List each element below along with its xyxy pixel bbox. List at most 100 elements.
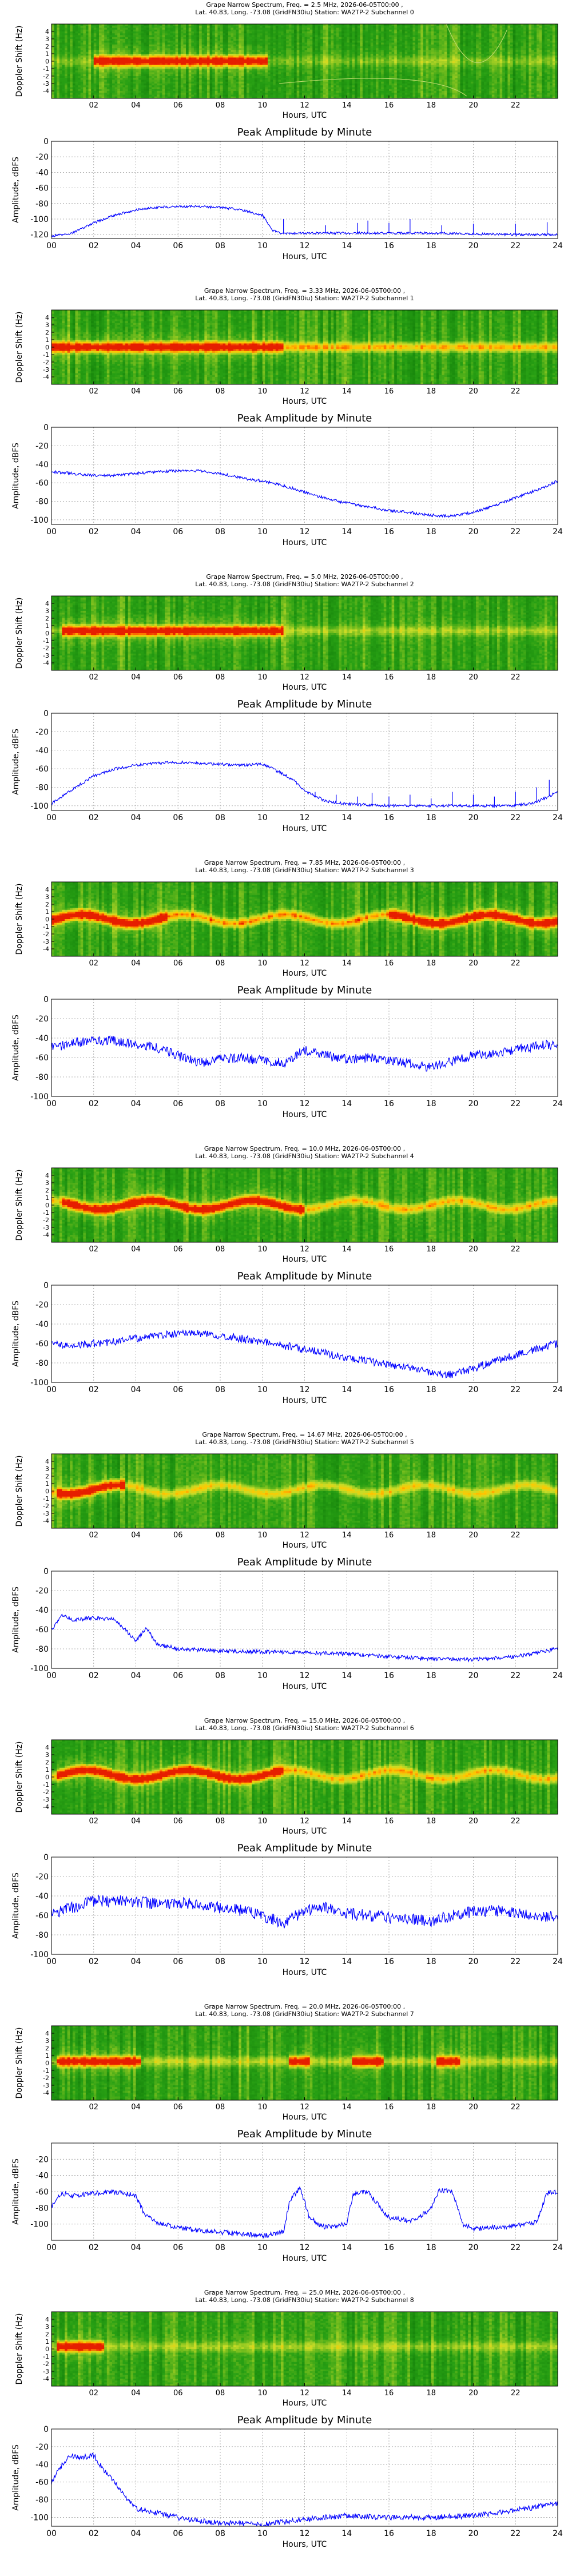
y-axis-label: Doppler Shift (Hz) bbox=[15, 2028, 24, 2099]
y-tick-label: 0 bbox=[45, 1202, 49, 1209]
y-tick-label: 2 bbox=[45, 2331, 49, 2338]
x-tick-label: 20 bbox=[468, 1671, 479, 1680]
y-tick-label: 0 bbox=[43, 137, 49, 146]
x-tick-label: 10 bbox=[257, 387, 267, 396]
x-tick-label: 04 bbox=[131, 2389, 141, 2398]
spectrogram-cells bbox=[51, 882, 558, 956]
spectrogram-16: Grape Narrow Spectrum, Freq. = 25.0 MHz,… bbox=[15, 2289, 558, 2408]
x-tick-label: 22 bbox=[510, 527, 521, 536]
x-tick-label: 22 bbox=[511, 673, 521, 682]
x-tick-label: 20 bbox=[468, 1385, 479, 1394]
x-axis-label: Hours, UTC bbox=[283, 2399, 327, 2408]
y-tick-label: -60 bbox=[35, 2478, 49, 2487]
x-tick-label: 16 bbox=[384, 1817, 394, 1826]
x-axis-label: Hours, UTC bbox=[283, 1682, 327, 1691]
amplitude-chart-title: Peak Amplitude by Minute bbox=[237, 1270, 372, 1282]
y-tick-label: 0 bbox=[43, 423, 49, 432]
y-tick-label: -20 bbox=[35, 442, 49, 451]
x-tick-label: 16 bbox=[384, 2103, 394, 2112]
x-tick-label: 10 bbox=[257, 1957, 268, 1966]
spectrum-title-line-2: Lat. 40.83, Long. -73.08 (GridFN30iu) St… bbox=[195, 295, 414, 302]
x-tick-label: 22 bbox=[510, 813, 521, 822]
x-tick-label: 04 bbox=[131, 2103, 141, 2112]
x-tick-label: 02 bbox=[89, 673, 98, 682]
x-tick-label: 10 bbox=[257, 101, 267, 110]
y-axis-label: Doppler Shift (Hz) bbox=[15, 884, 24, 955]
y-tick-label: -3 bbox=[43, 1224, 49, 1231]
x-tick-label: 02 bbox=[89, 101, 98, 110]
y-tick-label: -40 bbox=[35, 1606, 49, 1615]
y-tick-label: -20 bbox=[35, 153, 49, 162]
spectrum-title-line-1: Grape Narrow Spectrum, Freq. = 15.0 MHz,… bbox=[204, 1717, 405, 1724]
amplitude-chart-title: Peak Amplitude by Minute bbox=[237, 412, 372, 424]
x-tick-label: 16 bbox=[384, 1957, 394, 1966]
x-tick-label: 14 bbox=[342, 101, 352, 110]
amplitude-chart-title: Peak Amplitude by Minute bbox=[237, 126, 372, 138]
x-tick-label: 02 bbox=[89, 959, 98, 968]
y-tick-label: -40 bbox=[35, 1034, 49, 1043]
y-tick-label: -4 bbox=[43, 1517, 49, 1525]
x-tick-label: 14 bbox=[342, 673, 352, 682]
x-tick-label: 10 bbox=[257, 2389, 267, 2398]
x-tick-label: 00 bbox=[46, 813, 57, 822]
spectrum-title-line-1: Grape Narrow Spectrum, Freq. = 20.0 MHz,… bbox=[204, 2003, 405, 2010]
x-tick-label: 16 bbox=[384, 1671, 394, 1680]
x-tick-label: 02 bbox=[89, 1671, 99, 1680]
y-tick-label: -60 bbox=[35, 765, 49, 774]
x-tick-label: 06 bbox=[173, 1531, 183, 1540]
y-tick-label: 4 bbox=[45, 2030, 49, 2037]
y-tick-label: 4 bbox=[45, 2316, 49, 2323]
x-tick-label: 02 bbox=[89, 813, 99, 822]
y-tick-label: 4 bbox=[45, 600, 49, 607]
y-axis-label: Amplitude, dBFS bbox=[11, 2444, 21, 2511]
x-tick-label: 00 bbox=[46, 2243, 57, 2252]
x-tick-label: 06 bbox=[173, 2103, 183, 2112]
grid bbox=[51, 1857, 558, 1954]
y-tick-label: 3 bbox=[45, 2323, 49, 2331]
y-tick-label: 3 bbox=[45, 2037, 49, 2045]
x-tick-label: 16 bbox=[384, 101, 394, 110]
y-tick-label: 0 bbox=[43, 2425, 49, 2434]
x-tick-label: 18 bbox=[426, 2389, 436, 2398]
x-tick-label: 04 bbox=[131, 2243, 141, 2252]
x-tick-label: 16 bbox=[384, 2243, 394, 2252]
spectrum-title-line-1: Grape Narrow Spectrum, Freq. = 14.67 MHz… bbox=[202, 1431, 407, 1438]
x-tick-label: 04 bbox=[131, 1671, 141, 1680]
spectrogram-cells bbox=[51, 2312, 558, 2386]
y-tick-label: -40 bbox=[35, 460, 49, 470]
y-tick-label: -60 bbox=[35, 184, 49, 193]
x-tick-label: 12 bbox=[300, 241, 310, 251]
x-tick-label: 20 bbox=[468, 2389, 478, 2398]
y-tick-label: -60 bbox=[35, 1911, 49, 1921]
x-tick-label: 18 bbox=[426, 2103, 436, 2112]
y-tick-label: 0 bbox=[45, 2346, 49, 2353]
y-tick-label: -1 bbox=[43, 637, 49, 645]
x-tick-label: 16 bbox=[384, 2389, 394, 2398]
x-tick-label: 14 bbox=[342, 959, 352, 968]
x-tick-label: 22 bbox=[511, 1245, 521, 1254]
spectrogram-8: Grape Narrow Spectrum, Freq. = 10.0 MHz,… bbox=[15, 1145, 558, 1264]
x-tick-label: 10 bbox=[257, 1531, 267, 1540]
x-tick-label: 06 bbox=[173, 1245, 183, 1254]
x-tick-label: 20 bbox=[468, 1531, 478, 1540]
x-tick-label: 06 bbox=[173, 813, 183, 822]
x-tick-label: 20 bbox=[468, 387, 478, 396]
x-tick-label: 10 bbox=[257, 2529, 268, 2538]
x-axis-label: Hours, UTC bbox=[283, 1396, 327, 1405]
x-tick-label: 20 bbox=[468, 959, 478, 968]
spectrogram-cells bbox=[51, 310, 558, 384]
y-tick-label: -3 bbox=[43, 1510, 49, 1517]
x-tick-label: 06 bbox=[173, 1099, 183, 1108]
x-tick-label: 04 bbox=[131, 387, 141, 396]
x-tick-label: 22 bbox=[510, 2243, 521, 2252]
y-tick-label: -40 bbox=[35, 168, 49, 177]
x-tick-label: 18 bbox=[426, 959, 436, 968]
x-tick-label: 12 bbox=[300, 813, 310, 822]
x-tick-label: 04 bbox=[131, 673, 141, 682]
y-tick-label: 1 bbox=[45, 50, 49, 58]
x-tick-label: 16 bbox=[384, 387, 394, 396]
y-tick-label: 4 bbox=[45, 314, 49, 321]
y-tick-label: 1 bbox=[45, 2052, 49, 2060]
